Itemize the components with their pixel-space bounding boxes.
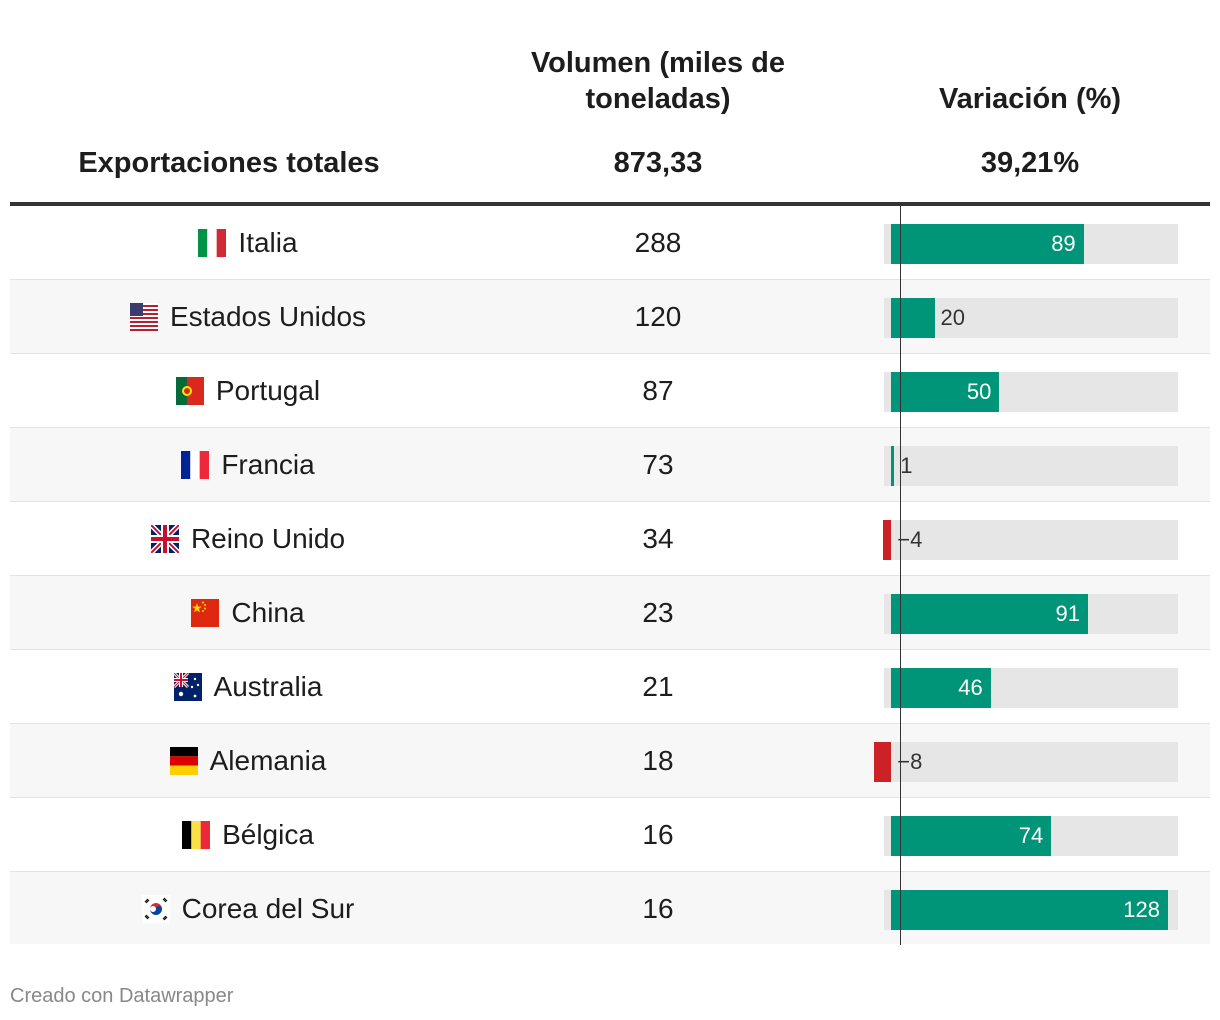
- south-korea-flag-icon: [141, 894, 170, 923]
- country-cell: Italia: [10, 206, 486, 279]
- country-name: China: [231, 596, 305, 628]
- country-name: Estados Unidos: [169, 300, 367, 332]
- volume-value: 21: [642, 671, 674, 702]
- variation-bar: [874, 742, 892, 782]
- volume-value: 87: [642, 375, 674, 406]
- variation-label: −8: [897, 749, 923, 774]
- table-body: Italia 288 89 Estados Unidos 120 20 Portugal 87…: [10, 206, 1210, 944]
- variation-bar: [891, 890, 1168, 930]
- country-cell: Reino Unido: [10, 502, 486, 575]
- table-row: China 23 91: [10, 576, 1210, 650]
- country-name: Italia: [238, 226, 298, 258]
- variation-column-header[interactable]: Variación (%): [938, 83, 1122, 115]
- totals-variation: 39,21%: [980, 147, 1080, 179]
- volume-value: 288: [634, 227, 682, 258]
- variation-label: 128: [1123, 897, 1160, 922]
- france-flag-icon: [181, 450, 210, 479]
- country-name: Reino Unido: [190, 522, 346, 554]
- volume-column-header[interactable]: Volumen (miles de toneladas): [530, 47, 786, 115]
- table-row: Bélgica 16 74: [10, 798, 1210, 872]
- variation-bar-track: [884, 742, 1178, 782]
- country-cell: Estados Unidos: [10, 280, 486, 353]
- variation-label: 1: [900, 453, 913, 478]
- variation-bar: [882, 520, 892, 560]
- volume-value: 73: [642, 449, 674, 480]
- table-row: Portugal 87 50: [10, 354, 1210, 428]
- italy-flag-icon: [198, 228, 227, 257]
- china-flag-icon: [191, 598, 220, 627]
- table-row: Italia 288 89: [10, 206, 1210, 280]
- country-name: Alemania: [209, 744, 327, 776]
- table-row: Francia 73 1: [10, 428, 1210, 502]
- variation-label: 89: [1051, 231, 1076, 256]
- data-table: Volumen (miles de toneladas) Variación (…: [10, 0, 1210, 944]
- country-cell: Portugal: [10, 354, 486, 427]
- variation-bar: [891, 668, 991, 708]
- country-cell: Alemania: [10, 724, 486, 797]
- table-row: Estados Unidos 120 20: [10, 280, 1210, 354]
- totals-row: Exportaciones totales 873,33 39,21%: [10, 130, 1210, 206]
- totals-label: Exportaciones totales: [78, 147, 380, 179]
- variation-label: 46: [958, 675, 983, 700]
- australia-flag-icon: [173, 672, 202, 701]
- country-name: Francia: [221, 448, 315, 480]
- country-cell: Francia: [10, 428, 486, 501]
- country-name: Bélgica: [222, 818, 314, 850]
- variation-label: 74: [1018, 823, 1044, 848]
- variation-bar: [891, 446, 895, 486]
- table-row: Alemania 18 −8: [10, 724, 1210, 798]
- country-name: Australia: [213, 670, 323, 702]
- country-name: Corea del Sur: [181, 892, 355, 924]
- variation-label: 50: [966, 379, 992, 404]
- table-row: Australia 21 46: [10, 650, 1210, 724]
- variation-bar: [891, 816, 1052, 856]
- country-name: Portugal: [215, 374, 321, 406]
- usa-flag-icon: [129, 302, 158, 331]
- portugal-flag-icon: [175, 376, 204, 405]
- belgium-flag-icon: [182, 820, 211, 849]
- uk-flag-icon: [150, 524, 179, 553]
- country-cell: Australia: [10, 650, 486, 723]
- variation-bar: [891, 298, 935, 338]
- variation-bar: [891, 224, 1084, 264]
- variation-bar: [891, 372, 1000, 412]
- volume-value: 16: [642, 893, 674, 924]
- volume-value: 120: [634, 301, 682, 332]
- column-header-row: Volumen (miles de toneladas) Variación (…: [10, 0, 1210, 130]
- credit-footer[interactable]: Creado con Datawrapper: [10, 985, 234, 1007]
- variation-bar-track: [884, 520, 1178, 560]
- germany-flag-icon: [169, 746, 198, 775]
- country-cell: Corea del Sur: [10, 872, 486, 945]
- table-row: Reino Unido 34 −4: [10, 502, 1210, 576]
- volume-value: 18: [642, 745, 674, 776]
- variation-label: 20: [940, 305, 965, 330]
- volume-value: 23: [642, 597, 674, 628]
- variation-bar-track: [884, 446, 1178, 486]
- volume-value: 16: [642, 819, 674, 850]
- variation-label: 91: [1055, 601, 1080, 626]
- volume-value: 34: [642, 523, 674, 554]
- table-row: Corea del Sur 16 128: [10, 872, 1210, 944]
- totals-volume: 873,33: [613, 147, 703, 179]
- variation-bar: [891, 594, 1088, 634]
- country-cell: China: [10, 576, 486, 649]
- variation-label: −4: [897, 527, 923, 552]
- zero-axis-line: [900, 205, 901, 945]
- country-cell: Bélgica: [10, 798, 486, 871]
